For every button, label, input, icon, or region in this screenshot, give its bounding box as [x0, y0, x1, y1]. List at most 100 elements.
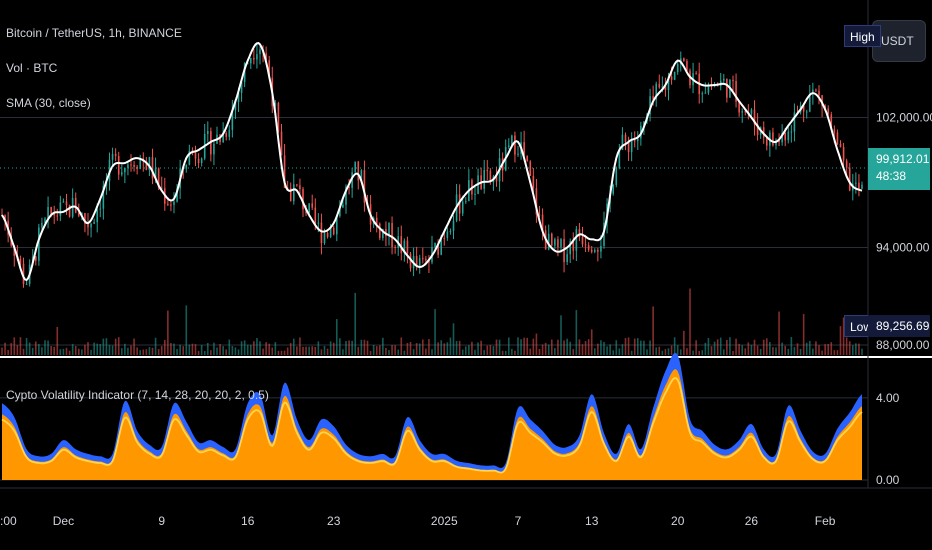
current-price-value: 99,912.01: [876, 152, 930, 166]
candle-body: [627, 142, 630, 153]
volume-bar: [726, 339, 728, 355]
candle-body: [781, 132, 783, 143]
volume-bar: [366, 340, 369, 355]
volume-bar: [544, 342, 547, 355]
candle-body: [200, 158, 203, 163]
candle-body: [618, 149, 621, 168]
volume-bar: [784, 345, 787, 355]
candle-body: [489, 170, 492, 183]
volume-bar: [77, 348, 80, 355]
candle-body: [317, 222, 320, 224]
volume-bar: [418, 343, 421, 355]
candle-body: [231, 110, 234, 130]
candle-body: [400, 236, 403, 254]
volume-bar: [498, 339, 501, 355]
symbol-legend[interactable]: Bitcoin / TetherUS, 1h, BINANCE: [6, 26, 182, 40]
volume-bar: [41, 347, 43, 355]
candle-body: [440, 237, 443, 255]
candle-body: [686, 61, 688, 71]
volume-legend[interactable]: Vol · BTC: [6, 61, 58, 75]
volume-bar: [507, 337, 510, 355]
candle-body: [339, 207, 341, 217]
volume-bar: [587, 339, 590, 355]
candle-body: [311, 203, 314, 208]
volume-bar: [283, 350, 286, 355]
candle-body: [557, 239, 559, 248]
candle-body: [532, 175, 535, 189]
volume-bar: [385, 347, 387, 355]
candle-body: [633, 140, 636, 142]
volume-bar: [434, 309, 436, 355]
volume-bar: [415, 343, 418, 355]
candle-body: [378, 223, 381, 239]
volume-bar: [296, 346, 298, 355]
candle-body: [68, 205, 71, 217]
volume-bar: [87, 342, 89, 355]
candle-body: [289, 188, 292, 202]
candle-body: [474, 193, 476, 195]
volume-bar: [483, 350, 486, 355]
volume-bar: [793, 347, 796, 355]
volume-bar: [538, 348, 541, 355]
indicator-legend[interactable]: Cypto Volatility Indicator (7, 14, 28, 2…: [6, 388, 269, 402]
candle-body: [246, 63, 249, 65]
volume-bar: [31, 347, 34, 355]
sma-legend[interactable]: SMA (30, close): [6, 96, 91, 110]
volume-bar: [246, 344, 249, 355]
volume-bar: [71, 344, 74, 355]
volume-bar: [618, 348, 621, 355]
volume-bar: [560, 315, 562, 355]
volume-bar: [378, 345, 381, 355]
volume-bar: [636, 338, 639, 355]
volume-bar: [335, 319, 338, 355]
volume-bar: [342, 349, 344, 355]
candle-body: [517, 153, 519, 155]
volume-bar: [707, 337, 710, 355]
volume-bar: [99, 344, 102, 355]
volume-bar: [292, 338, 295, 355]
volume-bar: [360, 339, 363, 355]
candle-body: [234, 102, 237, 111]
volume-bar: [759, 348, 762, 355]
candle-body: [529, 161, 532, 176]
candle-body: [382, 228, 384, 239]
volume-bar: [658, 346, 661, 355]
volume-bar: [167, 310, 169, 355]
time-tick-label: 13: [585, 514, 599, 528]
volume-bar: [345, 341, 347, 355]
currency-button[interactable]: USDT: [872, 20, 926, 62]
candle-body: [704, 92, 707, 94]
candle-body: [139, 158, 142, 169]
indicator-tick-label: 4.00: [876, 391, 900, 405]
volume-bar: [541, 344, 544, 355]
volume-bar: [753, 339, 756, 355]
candle-body: [253, 58, 255, 60]
volume-bar: [686, 348, 688, 355]
volume-bar: [612, 350, 615, 355]
volume-bar: [652, 306, 654, 355]
volume-bars: [1, 288, 863, 355]
candle-body: [148, 157, 151, 170]
candle-body: [170, 204, 172, 206]
volume-bar: [440, 340, 443, 355]
time-tick-label: Feb: [815, 514, 836, 528]
candle-body: [772, 132, 774, 146]
candle-body: [277, 102, 280, 132]
volume-bar: [289, 343, 292, 355]
indicator-axis-ticks: 4.00 0.00: [876, 391, 900, 487]
volume-bar: [501, 350, 504, 355]
volume-bar: [114, 338, 117, 355]
volume-bar: [1, 347, 3, 355]
volume-bar: [65, 347, 68, 355]
candle-body: [406, 240, 409, 254]
volume-bar: [805, 342, 808, 355]
volume-bar: [569, 341, 572, 355]
candle-body: [342, 204, 344, 208]
volume-bar: [145, 349, 148, 355]
time-tick-label: 20: [671, 514, 685, 528]
volume-bar: [477, 342, 479, 355]
volume-bar: [839, 326, 842, 355]
volume-bar: [655, 347, 658, 355]
volume-bar: [154, 337, 157, 355]
